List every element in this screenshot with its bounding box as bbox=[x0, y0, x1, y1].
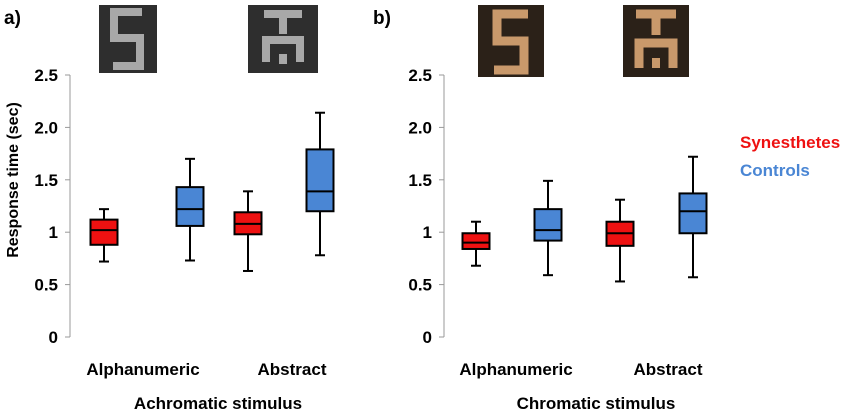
box-iqr bbox=[533, 208, 563, 242]
box-controls-abstract bbox=[678, 155, 708, 279]
box-synesthetes-alphanumeric bbox=[89, 208, 119, 263]
y-tick-label: 2.0 bbox=[34, 118, 58, 137]
x-category-label: Abstract bbox=[258, 360, 327, 379]
y-axis-label: Response time (sec) bbox=[5, 102, 22, 258]
y-tick-label: 1.5 bbox=[408, 171, 432, 190]
y-tick-label: 1.5 bbox=[34, 171, 58, 190]
box-iqr bbox=[461, 232, 491, 250]
panel-a-label: a) bbox=[4, 8, 21, 29]
y-tick-label: 2.5 bbox=[34, 66, 58, 85]
panel-b-label: b) bbox=[373, 8, 391, 29]
chromatic-abstract-glyph-icon bbox=[623, 5, 689, 77]
box-controls-abstract bbox=[305, 111, 335, 257]
box-synesthetes-alphanumeric bbox=[461, 220, 491, 267]
box-synesthetes-abstract bbox=[233, 190, 263, 272]
box-synesthetes-abstract bbox=[605, 198, 635, 283]
box-iqr bbox=[305, 148, 335, 213]
panel-chromatic: 0 0.5 1 1.5 2.0 2.5 Alphanumeric Abstract Chroma… bbox=[408, 66, 708, 413]
box-iqr bbox=[89, 218, 119, 246]
y-tick-label: 0.5 bbox=[408, 276, 432, 295]
x-category-label: Abstract bbox=[634, 360, 703, 379]
y-tick-label: 0 bbox=[423, 328, 432, 347]
panel-achromatic: 0 0.5 1 1.5 2.0 2.5 Alphanumeric Abstract Achrom… bbox=[34, 66, 335, 413]
y-tick-label: 1 bbox=[423, 223, 432, 242]
achromatic-abstract-glyph-icon bbox=[248, 5, 318, 73]
x-axis-label: Chromatic stimulus bbox=[517, 394, 676, 413]
y-tick-label: 0.5 bbox=[34, 276, 58, 295]
x-category-label: Alphanumeric bbox=[459, 360, 572, 379]
x-category-label: Alphanumeric bbox=[86, 360, 199, 379]
chromatic-letter-s-icon bbox=[478, 5, 544, 77]
achromatic-letter-s-icon bbox=[99, 5, 157, 73]
box-controls-alphanumeric bbox=[533, 179, 563, 277]
y-tick-label: 2.0 bbox=[408, 118, 432, 137]
legend-controls: Controls bbox=[740, 161, 810, 180]
box-iqr bbox=[678, 192, 708, 235]
box-controls-alphanumeric bbox=[175, 157, 205, 262]
legend-synesthetes: Synesthetes bbox=[740, 133, 840, 152]
x-axis-label: Achromatic stimulus bbox=[134, 394, 302, 413]
box-iqr bbox=[175, 186, 205, 227]
y-tick-label: 2.5 bbox=[408, 66, 432, 85]
y-tick-label: 1 bbox=[49, 223, 58, 242]
y-tick-label: 0 bbox=[49, 328, 58, 347]
